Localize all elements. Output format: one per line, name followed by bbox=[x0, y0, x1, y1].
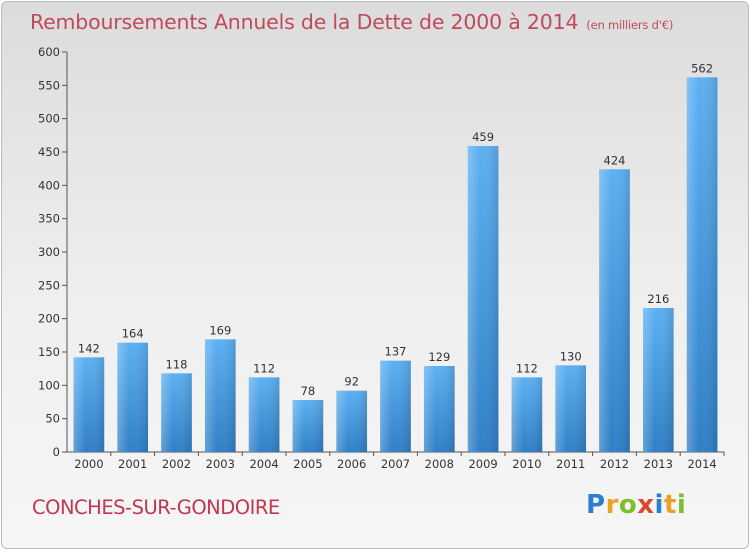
x-tick-label: 2012 bbox=[600, 457, 629, 471]
logo-letter: x bbox=[637, 490, 655, 520]
x-tick-label: 2009 bbox=[468, 457, 497, 471]
bar-value-label: 164 bbox=[122, 327, 144, 341]
logo-letter: r bbox=[605, 490, 619, 520]
logo-letter: i bbox=[676, 490, 687, 520]
x-tick-label: 2004 bbox=[249, 457, 278, 471]
y-tick-label: 0 bbox=[53, 445, 60, 459]
y-tick-label: 550 bbox=[38, 78, 60, 92]
bar-shade bbox=[380, 360, 411, 452]
x-tick-label: 2001 bbox=[118, 457, 147, 471]
chart-title-text: Remboursements Annuels de la Dette de 20… bbox=[30, 10, 579, 34]
bar-shade bbox=[117, 342, 149, 452]
logo-letter: o bbox=[618, 490, 638, 520]
bar-shade bbox=[248, 377, 280, 452]
bar-value-label: 424 bbox=[604, 153, 626, 167]
y-tick-label: 350 bbox=[38, 212, 60, 226]
bar-value-label: 130 bbox=[560, 349, 582, 363]
x-tick-label: 2011 bbox=[556, 457, 585, 471]
x-tick-label: 2007 bbox=[381, 457, 410, 471]
logo-letter: i bbox=[654, 490, 664, 520]
x-tick-label: 2010 bbox=[512, 457, 541, 471]
bar-value-label: 112 bbox=[516, 361, 538, 375]
bar-value-label: 459 bbox=[472, 130, 494, 144]
x-tick-label: 2003 bbox=[206, 457, 235, 471]
bar-shade bbox=[161, 373, 192, 452]
bar-shade bbox=[555, 365, 587, 452]
bar-value-label: 78 bbox=[301, 384, 316, 398]
bar-shade bbox=[642, 308, 674, 452]
y-tick-label: 300 bbox=[38, 245, 60, 259]
y-tick-label: 450 bbox=[38, 145, 60, 159]
x-tick-label: 2013 bbox=[644, 457, 673, 471]
y-tick-label: 400 bbox=[38, 178, 60, 192]
bar-shade bbox=[73, 357, 105, 452]
bar-value-label: 118 bbox=[166, 357, 188, 371]
y-tick-label: 100 bbox=[38, 378, 60, 392]
bar-shade bbox=[336, 390, 368, 452]
y-tick-label: 250 bbox=[38, 278, 60, 292]
x-tick-label: 2014 bbox=[687, 457, 716, 471]
x-tick-label: 2000 bbox=[74, 457, 103, 471]
chart-subtitle: (en milliers d'€) bbox=[586, 18, 674, 32]
x-tick-label: 2006 bbox=[337, 457, 366, 471]
bar-value-label: 169 bbox=[209, 323, 231, 337]
commune-name: CONCHES-SUR-GONDOIRE bbox=[32, 496, 280, 519]
bar-shade bbox=[204, 339, 236, 452]
logo-letter: P bbox=[586, 490, 606, 520]
y-tick-label: 150 bbox=[38, 345, 60, 359]
bar-value-label: 137 bbox=[385, 345, 407, 359]
y-tick-label: 500 bbox=[38, 112, 60, 126]
proxiti-logo: Proxiti bbox=[586, 490, 686, 520]
bar-value-label: 129 bbox=[428, 350, 450, 364]
logo-letter: t bbox=[663, 490, 677, 520]
x-tick-label: 2002 bbox=[162, 457, 191, 471]
x-tick-label: 2005 bbox=[293, 457, 322, 471]
bar-value-label: 562 bbox=[691, 61, 713, 75]
bar-shade bbox=[467, 146, 499, 452]
bar-value-label: 92 bbox=[344, 375, 359, 389]
bar-value-label: 216 bbox=[647, 292, 669, 306]
bar-shade bbox=[599, 169, 630, 453]
bar-value-label: 112 bbox=[253, 361, 275, 375]
y-tick-label: 50 bbox=[45, 412, 60, 426]
bar-shade bbox=[292, 400, 324, 452]
bar-shade bbox=[423, 366, 455, 452]
bar-shade bbox=[686, 77, 718, 452]
chart-title: Remboursements Annuels de la Dette de 20… bbox=[30, 10, 673, 34]
y-tick-label: 600 bbox=[38, 45, 60, 59]
y-tick-label: 200 bbox=[38, 312, 60, 326]
bar-shade bbox=[511, 377, 543, 452]
bar-value-label: 142 bbox=[78, 341, 100, 355]
x-tick-label: 2008 bbox=[425, 457, 454, 471]
